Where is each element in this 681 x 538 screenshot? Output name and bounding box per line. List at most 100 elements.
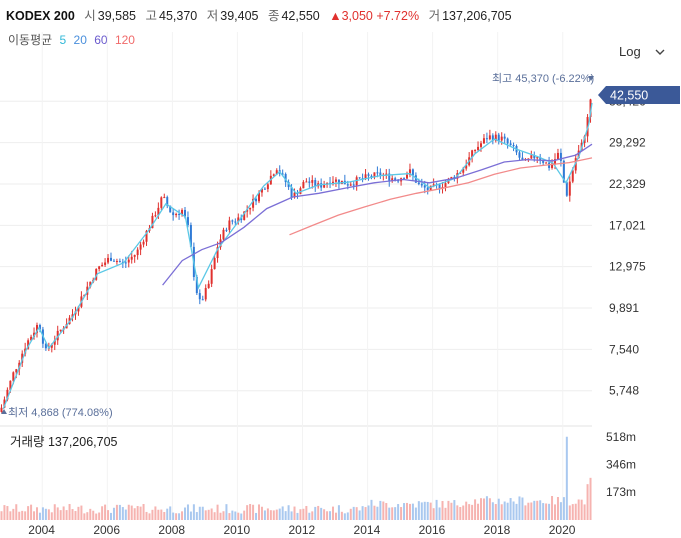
volume-bar xyxy=(12,508,15,520)
volume-bar xyxy=(506,502,509,520)
volume-bar xyxy=(222,511,225,520)
candle-body xyxy=(213,258,216,270)
y-tick-label: 12,975 xyxy=(609,260,646,274)
candle-body xyxy=(545,162,548,164)
candle-body xyxy=(33,332,36,337)
volume-bar xyxy=(89,508,92,520)
candle-body xyxy=(175,213,178,216)
candle-body xyxy=(281,173,284,175)
volume-bar xyxy=(101,506,104,520)
volume-bar xyxy=(482,498,485,520)
volume-bar xyxy=(145,511,148,520)
volume-bar xyxy=(157,509,160,520)
candle-body xyxy=(349,184,352,186)
volume-bar xyxy=(456,505,459,520)
candle-body xyxy=(139,244,142,250)
candle-body xyxy=(314,180,317,187)
candle-body xyxy=(367,174,370,176)
volume-bar xyxy=(27,506,30,520)
volume-bar xyxy=(355,507,358,520)
scale-toggle-button[interactable]: Log xyxy=(619,44,641,59)
volume-bar xyxy=(586,484,589,520)
volume-tick-label: 346m xyxy=(606,457,636,471)
volume-bar xyxy=(299,509,302,520)
moving-average-legend[interactable]: 이동평균 5 20 60 120 xyxy=(8,31,139,48)
volume-bar xyxy=(246,505,249,520)
low-marker-icon xyxy=(1,409,7,414)
candle-body xyxy=(394,178,397,181)
candle-body xyxy=(411,169,414,176)
volume-bar xyxy=(533,500,536,520)
candle-body xyxy=(284,174,287,183)
volume-bar xyxy=(465,501,468,520)
candle-body xyxy=(568,181,571,196)
candle-body xyxy=(157,207,160,216)
volume-bar xyxy=(231,510,234,520)
volume-bar xyxy=(50,512,53,520)
volume-bar xyxy=(104,504,107,520)
ma-legend-title: 이동평균 xyxy=(8,33,53,47)
candle-body xyxy=(358,177,361,179)
candle-body xyxy=(112,260,115,262)
candle-body xyxy=(417,182,420,185)
candle-body xyxy=(186,217,189,226)
chevron-down-icon[interactable] xyxy=(655,47,665,57)
ma-60-line xyxy=(162,143,593,286)
volume-bar xyxy=(178,513,181,520)
volume-bar xyxy=(444,507,447,520)
volume-bar xyxy=(568,505,571,520)
candle-body xyxy=(130,256,133,260)
candle-body xyxy=(124,262,127,264)
volume-tick-label: 518m xyxy=(606,430,636,444)
low-value: 39,405 xyxy=(220,9,259,23)
volume-bar xyxy=(210,508,213,520)
volume-bar xyxy=(370,499,373,520)
volume-bar xyxy=(33,511,36,520)
volume-bar xyxy=(263,510,266,520)
volume-bar xyxy=(302,508,305,520)
volume-bar xyxy=(6,506,9,520)
candle-body xyxy=(104,262,107,265)
volume-bar xyxy=(314,506,317,520)
volume-bar xyxy=(127,504,130,520)
volume-bar xyxy=(334,512,337,520)
candle-body xyxy=(293,192,296,198)
ma-120-label: 120 xyxy=(114,33,135,47)
volume-bar xyxy=(281,506,284,520)
volume-bar xyxy=(18,511,21,520)
volume-bar xyxy=(59,510,62,520)
volume-bars xyxy=(0,436,592,520)
volume-bar xyxy=(382,501,385,520)
candle-body xyxy=(198,293,201,300)
volume-bar xyxy=(36,507,38,520)
volume-bar xyxy=(462,505,465,520)
candle-body xyxy=(477,146,480,150)
candle-body xyxy=(53,340,56,345)
candle-body xyxy=(403,178,406,180)
high-value: 45,370 xyxy=(159,9,198,23)
candle-body xyxy=(228,220,231,230)
candle-body xyxy=(3,399,6,408)
volume-bar xyxy=(441,501,444,520)
volume-bar xyxy=(305,505,308,520)
volume-bar xyxy=(98,512,101,520)
volume-bar xyxy=(367,505,370,520)
volume-bar xyxy=(406,502,408,520)
candle-body xyxy=(589,99,592,118)
volume-bar xyxy=(518,496,521,520)
volume-bar xyxy=(429,502,432,520)
candle-body xyxy=(252,198,255,208)
x-tick-label: 2010 xyxy=(223,523,250,537)
current-price-tag: 42,550 xyxy=(598,86,680,104)
volume-bar xyxy=(580,499,583,520)
volume-bar xyxy=(349,508,352,520)
candlestick-series xyxy=(0,98,592,413)
candle-body xyxy=(323,184,326,188)
volume-bar xyxy=(551,496,554,520)
volume-bar xyxy=(400,507,403,520)
x-tick-label: 2006 xyxy=(93,523,120,537)
volume-bar xyxy=(391,507,394,520)
candle-body xyxy=(255,198,258,202)
candle-body xyxy=(551,163,554,168)
